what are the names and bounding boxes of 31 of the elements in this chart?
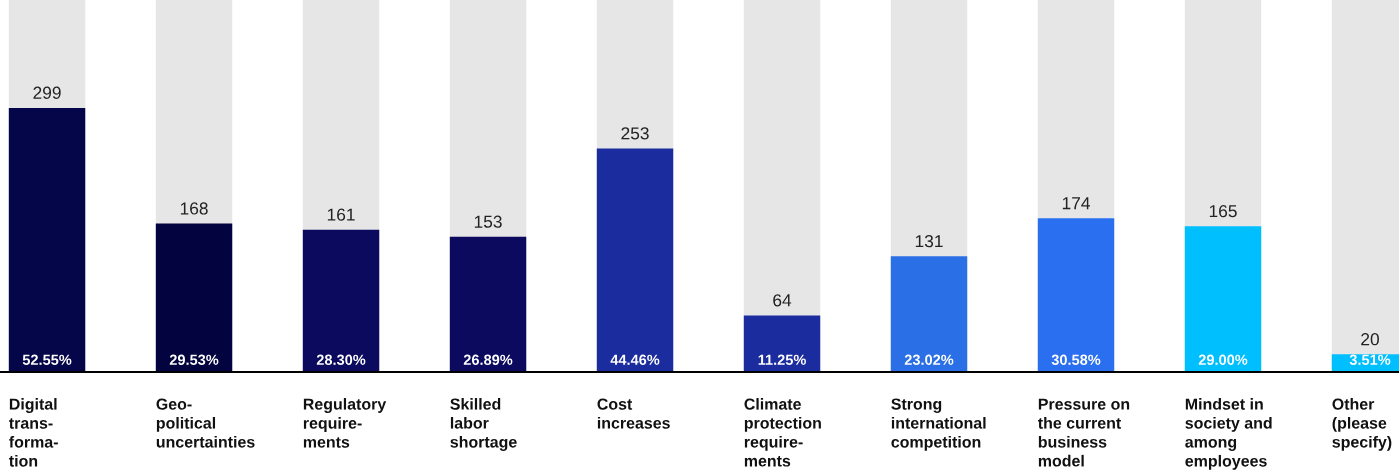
annotation: 11.25%: [758, 354, 806, 365]
annotation: 29.00%: [1198, 354, 1248, 365]
annotation: 52.55%: [22, 354, 72, 365]
x-tick-label: Mindset in society and among employees: [1185, 398, 1272, 470]
annotation: 29.53%: [169, 354, 219, 365]
data-label: 168: [180, 202, 208, 215]
x-tick-label: Pressure on the current business model: [1037, 398, 1130, 467]
x-tick-label: Geo- political uncertainties: [156, 398, 255, 448]
data-label: 174: [1062, 197, 1090, 210]
x-tick-label: Regulatory require- ments: [303, 398, 387, 448]
data-label: 153: [474, 215, 502, 228]
x-tick-label: Other (please specify): [1332, 398, 1392, 451]
data-label: 253: [621, 127, 649, 140]
x-tick-label: Climate protection require- ments: [744, 398, 821, 467]
bar: [743, 315, 821, 372]
data-label: 161: [327, 208, 355, 221]
data-label: 165: [1209, 204, 1237, 218]
annotation: 28.30%: [316, 354, 366, 365]
annotation: 30.58%: [1051, 354, 1101, 365]
x-tick-label: Strong international competition: [891, 398, 986, 451]
annotation: 23.02%: [904, 354, 954, 365]
data-label: 131: [915, 235, 943, 248]
annotation: 44.46%: [610, 354, 660, 365]
x-tick-label: Cost increases: [597, 398, 670, 429]
annotation: 26.89%: [463, 354, 513, 365]
x-tick-label: Digital trans- forma- tion: [9, 398, 58, 467]
data-label: 64: [773, 294, 792, 307]
annotation: 3.51%: [1349, 354, 1391, 365]
data-label: 20: [1361, 333, 1379, 346]
data-label: 299: [33, 86, 61, 99]
x-tick-label: Skilled labor shortage: [450, 398, 517, 451]
